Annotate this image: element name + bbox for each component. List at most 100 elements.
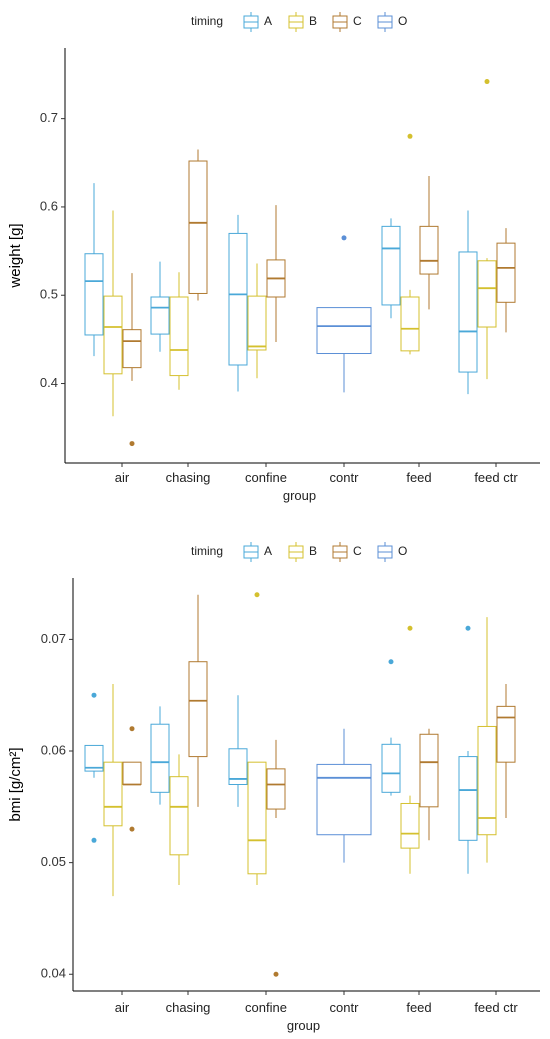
box-A-feed-ctr: [458, 210, 478, 395]
x-tick-label: confine: [245, 1000, 287, 1015]
legend-item-B: B: [288, 542, 317, 562]
legend-item-A: A: [243, 542, 272, 562]
box-body: [228, 748, 248, 785]
y-axis-title: weight [g]: [7, 223, 24, 288]
y-tick-label: 0.07: [41, 631, 66, 646]
box-body: [228, 232, 248, 366]
y-tick-label: 0.5: [40, 287, 58, 302]
legend-label-C: C: [353, 14, 362, 28]
box-body: [150, 723, 170, 793]
outlier-point: [91, 692, 97, 698]
legend-label-O: O: [398, 544, 407, 558]
y-tick-label: 0.7: [40, 110, 58, 125]
outlier-point: [407, 133, 413, 139]
y-tick-label: 0.05: [41, 854, 66, 869]
box-body: [419, 225, 439, 275]
y-tick-label: 0.06: [41, 742, 66, 757]
box-body: [188, 160, 208, 294]
box-body: [316, 307, 372, 355]
outlier-point: [407, 625, 413, 631]
box-B-chasing: [169, 754, 189, 885]
box-body: [400, 296, 420, 352]
x-tick-label: feed: [406, 470, 431, 485]
box-body: [188, 661, 208, 758]
box-A-confine: [228, 214, 248, 392]
legend: timing A B C O: [191, 12, 407, 32]
box-body: [169, 776, 189, 856]
x-tick-label: confine: [245, 470, 287, 485]
box-C-air: [122, 726, 142, 832]
chart-panel-2: 0.04 0.05 0.06 0.07 air chasing confine contr fe…: [7, 578, 540, 1033]
box-A-chasing: [150, 261, 170, 352]
legend-label-B: B: [309, 544, 317, 558]
outlier-point: [129, 726, 135, 732]
box-B-air: [103, 210, 123, 417]
box-body: [419, 733, 439, 808]
box-body: [150, 296, 170, 335]
outlier-point: [465, 625, 471, 631]
legend: timing A B C O: [191, 542, 407, 562]
chart-panel-1: 0.4 0.5 0.6 0.7 air chasing confine contr feed fe…: [7, 48, 540, 503]
legend-title: timing: [191, 544, 223, 558]
box-B-feed-ctr: [477, 617, 497, 863]
legend-item-B: B: [288, 12, 317, 32]
x-tick-label: chasing: [166, 470, 211, 485]
outlier-point: [484, 79, 490, 85]
box-A-feed: [381, 218, 401, 319]
box-C-feed-ctr: [496, 684, 516, 818]
box-B-air: [103, 684, 123, 897]
box-body: [169, 296, 189, 377]
box-B-feed-ctr: [477, 79, 497, 380]
x-tick-label: feed: [406, 1000, 431, 1015]
box-body: [103, 295, 123, 375]
box-body: [458, 756, 478, 841]
legend-item-O: O: [377, 542, 407, 562]
outlier-point: [254, 592, 260, 598]
box-A-feed-ctr: [458, 625, 478, 874]
x-axis-title: group: [283, 488, 316, 503]
box-A-feed: [381, 659, 401, 796]
box-body: [84, 253, 104, 336]
box-body: [458, 251, 478, 373]
legend-item-C: C: [332, 12, 362, 32]
legend-item-C: C: [332, 542, 362, 562]
box-C-chasing: [188, 149, 208, 301]
legend-label-A: A: [264, 14, 272, 28]
y-tick-label: 0.6: [40, 198, 58, 213]
box-A-chasing: [150, 706, 170, 805]
box-C-feed-ctr: [496, 228, 516, 333]
outlier-point: [91, 837, 97, 843]
outlier-point: [388, 659, 394, 665]
box-O-contr: [316, 235, 372, 393]
x-tick-label: chasing: [166, 1000, 211, 1015]
x-axis-title: group: [287, 1018, 320, 1033]
box-body: [400, 802, 420, 849]
box-C-feed: [419, 728, 439, 841]
box-body: [381, 225, 401, 306]
legend-title: timing: [191, 14, 223, 28]
box-body: [103, 761, 123, 827]
legend-label-B: B: [309, 14, 317, 28]
outlier-point: [129, 826, 135, 832]
box-A-air: [84, 692, 104, 843]
box-B-feed: [400, 133, 420, 355]
box-C-chasing: [188, 594, 208, 807]
box-body: [122, 329, 142, 369]
legend-item-A: A: [243, 12, 272, 32]
outlier-point: [341, 235, 347, 241]
box-body: [477, 260, 497, 328]
box-body: [316, 763, 372, 836]
legend-item-O: O: [377, 12, 407, 32]
y-axis-title: bmi [g/cm²]: [7, 747, 24, 821]
box-B-confine: [247, 592, 267, 885]
box-body: [247, 295, 267, 351]
box-body: [496, 242, 516, 303]
box-C-feed: [419, 176, 439, 310]
box-B-feed: [400, 625, 420, 874]
x-tick-label: air: [115, 1000, 130, 1015]
box-C-confine: [266, 205, 286, 343]
x-tick-label: feed ctr: [474, 470, 518, 485]
box-body: [122, 761, 142, 785]
box-body: [266, 768, 286, 810]
